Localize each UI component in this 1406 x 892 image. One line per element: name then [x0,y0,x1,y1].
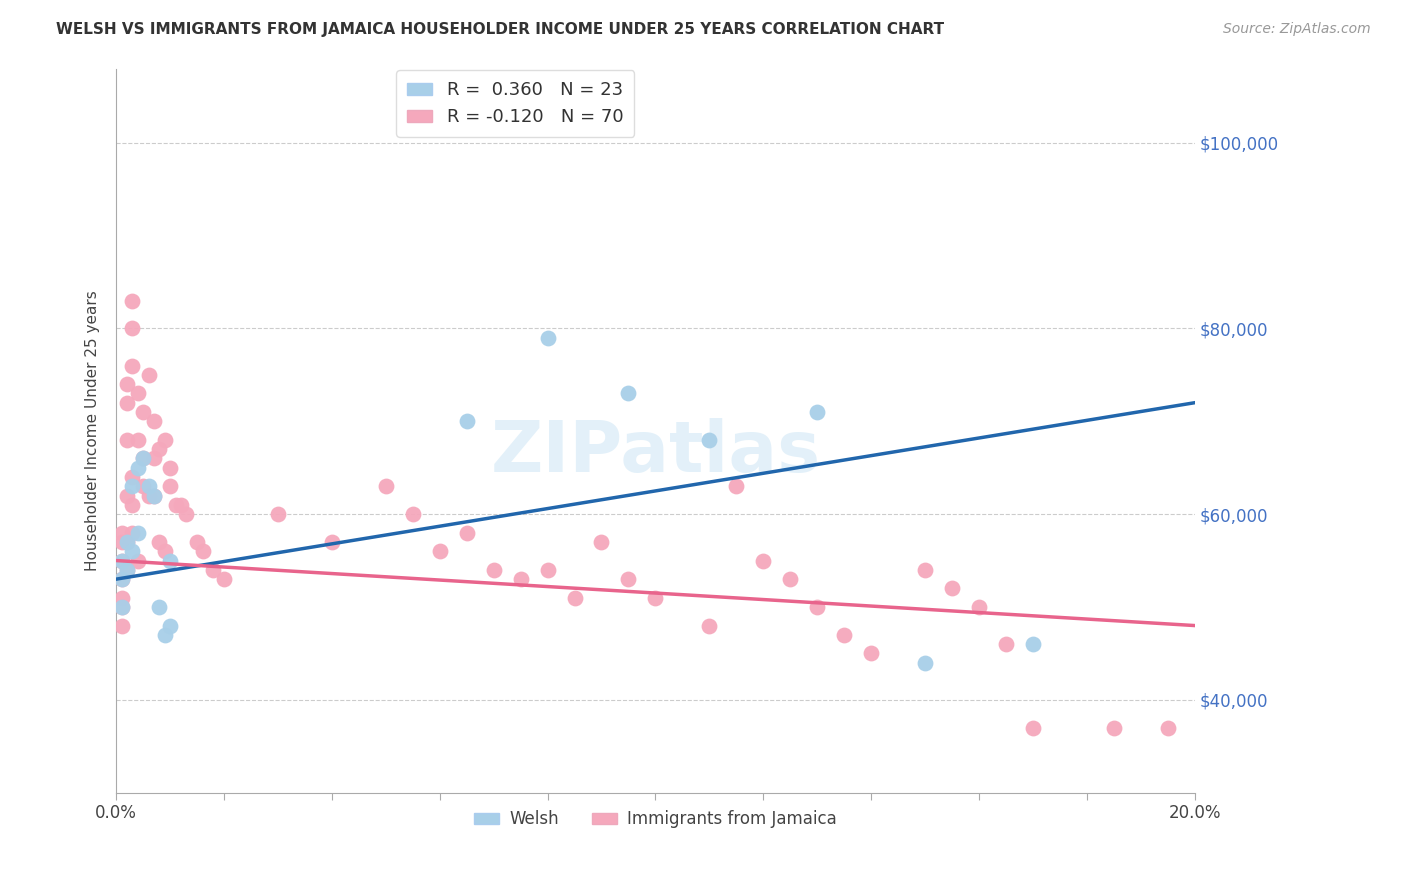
Point [115,563,138,577]
Point [536,331,558,345]
Point [115,535,138,549]
Point [1102,721,1125,735]
Point [121,498,143,512]
Point [111,599,134,614]
Point [143,414,166,428]
Point [832,628,855,642]
Point [644,591,666,605]
Point [143,489,166,503]
Point [159,618,181,632]
Point [111,535,134,549]
Point [176,507,198,521]
Text: ZIPatlas: ZIPatlas [491,417,821,487]
Point [860,647,883,661]
Point [153,433,176,447]
Point [1022,721,1045,735]
Point [456,414,478,428]
Point [165,498,187,512]
Point [806,599,828,614]
Point [170,498,193,512]
Point [374,479,396,493]
Point [127,553,149,567]
Point [1156,721,1178,735]
Point [159,553,181,567]
Point [752,553,775,567]
Point [779,572,801,586]
Legend: Welsh, Immigrants from Jamaica: Welsh, Immigrants from Jamaica [467,804,844,835]
Point [115,563,138,577]
Point [321,535,343,549]
Point [115,535,138,549]
Point [267,507,290,521]
Point [967,599,990,614]
Point [111,525,134,540]
Point [191,544,214,558]
Point [121,544,143,558]
Point [121,479,143,493]
Point [153,544,176,558]
Point [482,563,505,577]
Point [148,535,170,549]
Point [127,460,149,475]
Point [536,563,558,577]
Point [806,405,828,419]
Point [111,572,134,586]
Point [121,525,143,540]
Point [941,582,963,596]
Point [148,599,170,614]
Text: WELSH VS IMMIGRANTS FROM JAMAICA HOUSEHOLDER INCOME UNDER 25 YEARS CORRELATION C: WELSH VS IMMIGRANTS FROM JAMAICA HOUSEHO… [56,22,945,37]
Point [132,451,155,466]
Point [148,442,170,457]
Point [994,637,1017,651]
Point [138,368,160,382]
Point [111,618,134,632]
Point [429,544,451,558]
Point [111,572,134,586]
Point [159,460,181,475]
Point [127,386,149,401]
Point [509,572,531,586]
Y-axis label: Householder Income Under 25 years: Householder Income Under 25 years [86,290,100,571]
Point [914,656,936,670]
Point [111,591,134,605]
Point [132,479,155,493]
Point [143,451,166,466]
Point [111,553,134,567]
Point [121,293,143,308]
Point [617,572,640,586]
Point [212,572,235,586]
Point [1022,637,1045,651]
Point [121,321,143,335]
Point [115,395,138,409]
Point [121,359,143,373]
Point [121,470,143,484]
Point [115,489,138,503]
Point [186,535,208,549]
Point [138,489,160,503]
Point [111,599,134,614]
Point [115,433,138,447]
Point [202,563,225,577]
Point [697,433,720,447]
Point [725,479,748,493]
Point [132,451,155,466]
Point [564,591,586,605]
Point [143,489,166,503]
Point [456,525,478,540]
Point [111,553,134,567]
Point [697,618,720,632]
Point [127,433,149,447]
Point [115,377,138,392]
Point [138,479,160,493]
Point [591,535,613,549]
Point [153,628,176,642]
Point [617,386,640,401]
Point [132,405,155,419]
Point [402,507,425,521]
Point [914,563,936,577]
Point [127,525,149,540]
Point [159,479,181,493]
Text: Source: ZipAtlas.com: Source: ZipAtlas.com [1223,22,1371,37]
